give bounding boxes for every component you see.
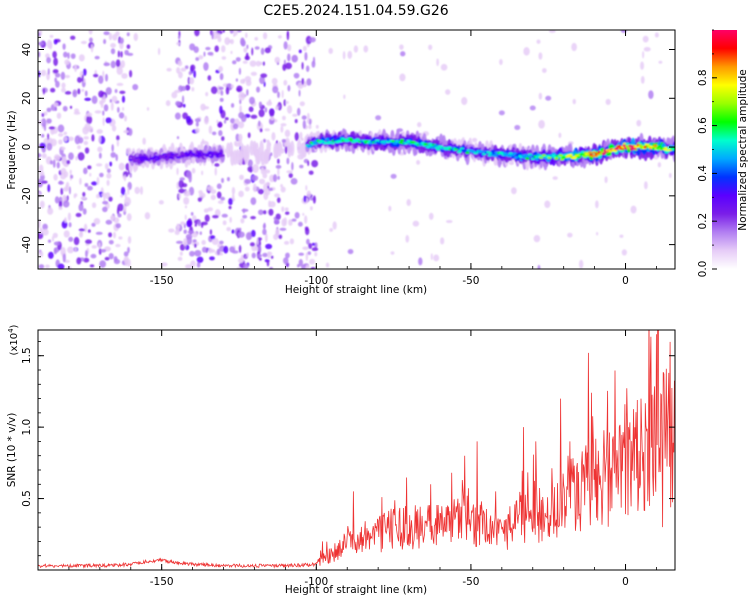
y-tick-label: 0 [21, 144, 33, 151]
x-tick-label: -100 [304, 576, 328, 588]
x-tick-label: -150 [150, 275, 174, 287]
y-tick-label: -40 [21, 236, 33, 253]
colorbar-label: Normalized spectral amplitude [737, 69, 749, 230]
snr-y-axis: 0.5 1.0 1.5 [21, 341, 675, 557]
x-tick-label: -150 [150, 576, 174, 588]
snr-y-scale-exponent: 4 [7, 328, 15, 333]
snr-x-label: Height of straight line (km) [285, 584, 427, 596]
colorbar-tick-label: 0.2 [697, 213, 709, 230]
spectrogram-x-label: Height of straight line (km) [285, 284, 427, 296]
spectrogram-y-axis: -40 -20 0 20 40 [21, 36, 675, 270]
snr-panel: -150 -100 -50 0 0.5 1.0 1.5 Height of straigh… [6, 324, 676, 596]
figure-title: C2E5.2024.151.04.59.G26 [263, 3, 448, 19]
y-tick-label: 20 [21, 92, 33, 105]
snr-y-scale-prefix: (x10 [9, 333, 20, 356]
spectrogram-signal-ridge [128, 128, 675, 173]
snr-y-scale-label: (x104) [7, 324, 20, 355]
colorbar-gradient [712, 30, 737, 269]
y-tick-label: -20 [21, 187, 33, 204]
colorbar-tick-label: 0.0 [697, 261, 709, 278]
x-tick-label: 0 [622, 275, 629, 287]
spectrogram-panel: -150 -100 -50 0 -40 -20 0 20 40 Height of strai… [6, 29, 676, 296]
y-tick-label: 40 [21, 43, 33, 56]
snr-frame [37, 329, 676, 571]
y-tick-label: 1.5 [21, 347, 33, 364]
colorbar-tick-label: 0.6 [697, 117, 709, 134]
spectrogram-x-axis: -150 -100 -50 0 [37, 30, 657, 287]
snr-plot-area [38, 330, 675, 570]
spectrogram-noise-blobs [38, 30, 672, 269]
x-tick-label: -100 [304, 275, 328, 287]
spectrogram-frame [37, 29, 676, 270]
x-tick-label: -50 [462, 576, 479, 588]
spectrogram-y-label: Frequency (Hz) [6, 110, 18, 189]
y-tick-label: 1.0 [21, 419, 33, 436]
snr-y-scale-close: ) [9, 324, 20, 328]
snr-x-axis: -150 -100 -50 0 [37, 330, 657, 588]
snr-y-label: SNR (10 * v/v) [6, 413, 18, 488]
x-tick-label: 0 [622, 576, 629, 588]
colorbar-tick-label: 0.8 [697, 69, 709, 86]
x-tick-label: -50 [462, 275, 479, 287]
colorbar-axis: 0.0 0.2 0.4 0.6 0.8 [697, 29, 717, 278]
y-tick-label: 0.5 [21, 490, 33, 507]
colorbar-tick-label: 0.4 [697, 165, 709, 182]
colorbar: 0.0 0.2 0.4 0.6 0.8 Normalized spectral ampl… [697, 29, 749, 278]
spectrogram-heat-layer [38, 30, 675, 269]
snr-series-line [38, 330, 675, 569]
